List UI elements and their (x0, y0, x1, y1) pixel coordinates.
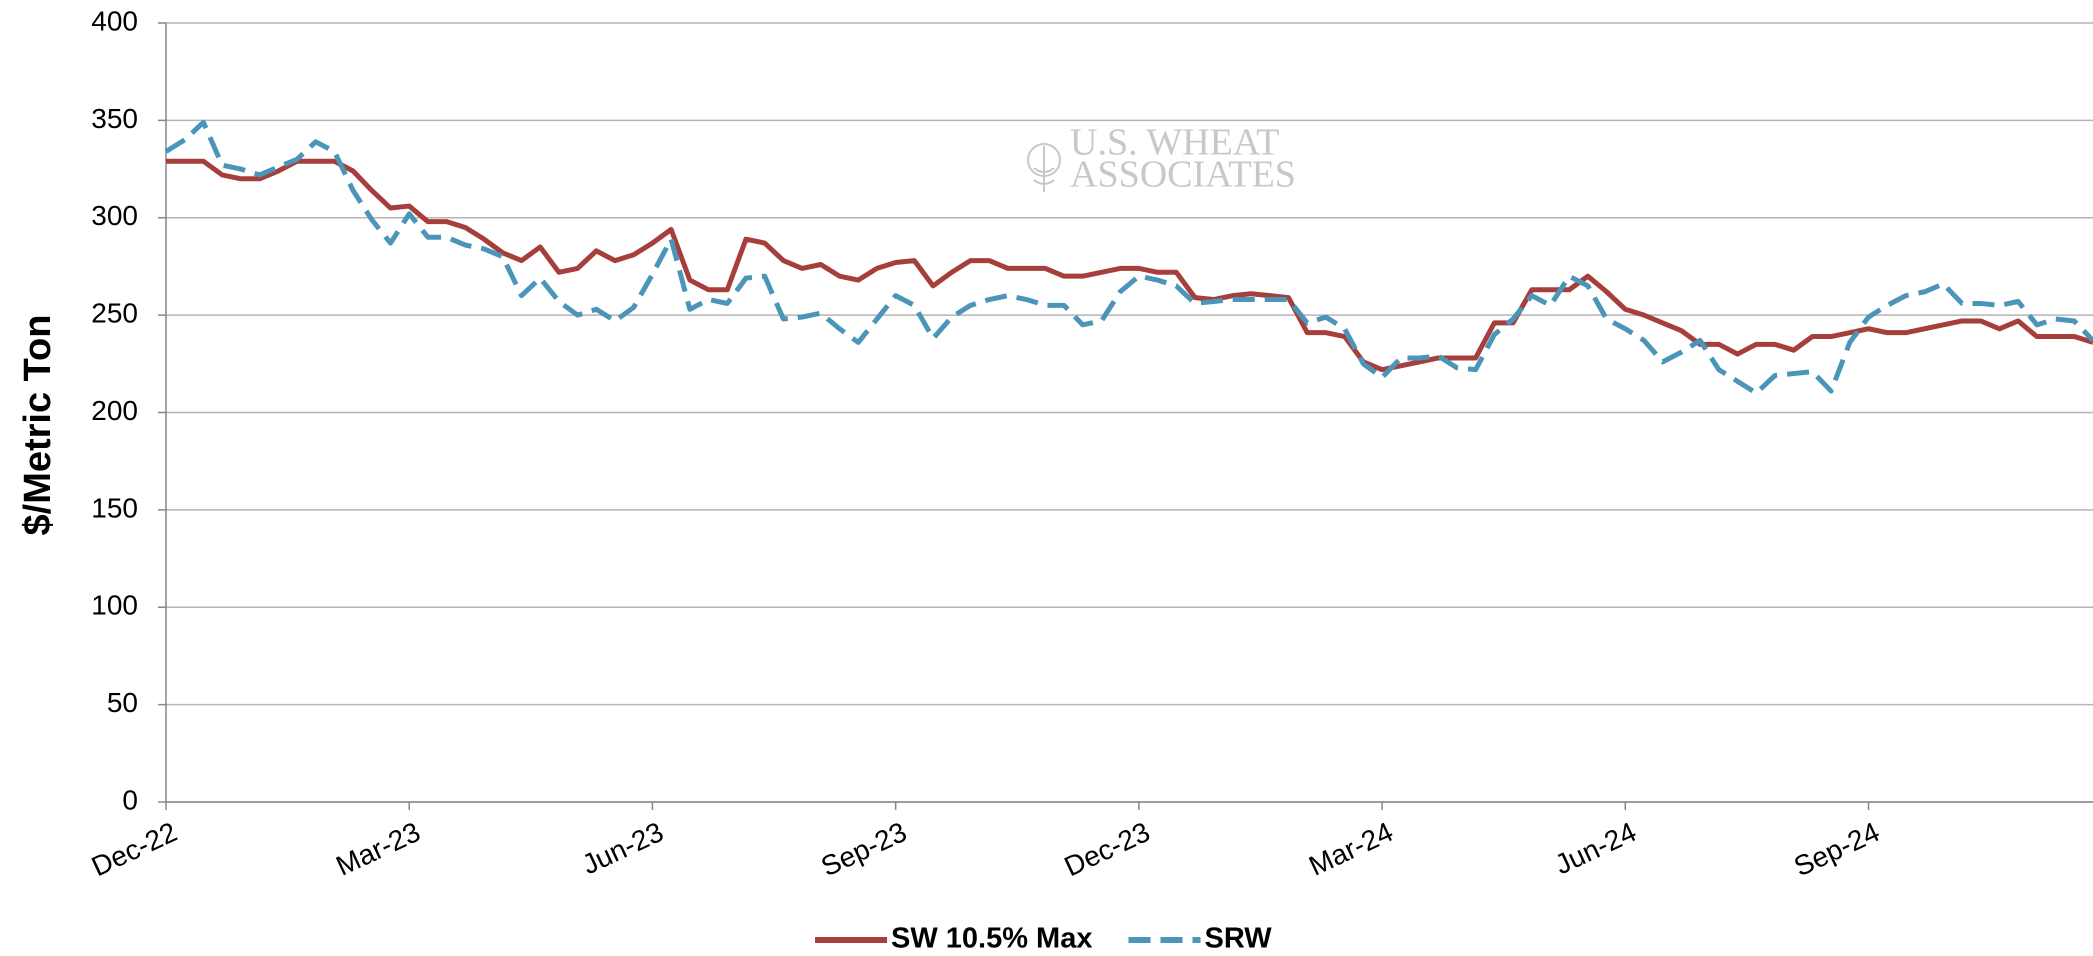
x-tick-label: Sep-23 (816, 816, 911, 882)
y-tick-label: 400 (91, 5, 138, 36)
series-line (164, 119, 2093, 396)
x-tick-label: Dec-23 (1060, 816, 1155, 882)
y-axis-label: $/Metric Ton (17, 315, 59, 536)
y-tick-label: 250 (91, 298, 138, 329)
x-tick-label: Sep-24 (1789, 816, 1884, 882)
watermark-text: U.S. WHEAT (1070, 122, 1279, 164)
legend-label: SW 10.5% Max (891, 923, 1092, 955)
watermark: U.S. WHEAT ASSOCIATES (1027, 122, 1296, 196)
legend-label: SRW (1204, 923, 1272, 955)
y-tick-label: 350 (91, 103, 138, 134)
x-tick-label: Mar-23 (331, 816, 424, 882)
y-tick-label: 300 (91, 200, 138, 231)
x-tick-label: Dec-22 (87, 816, 182, 882)
series-line (166, 158, 2093, 373)
y-tick-label: 150 (91, 492, 138, 523)
y-tick-label: 100 (91, 590, 138, 621)
watermark-icon (1033, 146, 1055, 192)
y-tick-label: 200 (91, 395, 138, 426)
watermark-text: ASSOCIATES (1070, 154, 1296, 196)
y-tick-label: 50 (107, 687, 138, 718)
y-tick-label: 0 (122, 784, 138, 815)
x-tick-label: Mar-24 (1304, 816, 1397, 882)
x-tick-label: Jun-24 (1550, 816, 1641, 880)
x-tick-label: Jun-23 (577, 816, 668, 880)
